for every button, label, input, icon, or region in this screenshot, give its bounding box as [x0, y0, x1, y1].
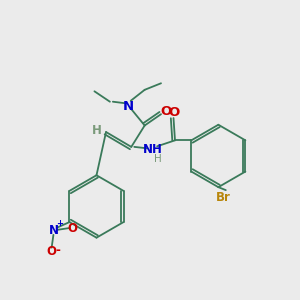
- Text: O: O: [68, 221, 77, 235]
- Text: N: N: [49, 224, 59, 237]
- Text: O: O: [161, 105, 172, 118]
- Text: N: N: [123, 100, 134, 113]
- Text: O: O: [168, 106, 179, 119]
- Text: +: +: [56, 219, 64, 228]
- Text: O: O: [46, 245, 57, 258]
- Text: NH: NH: [143, 143, 163, 156]
- Text: -: -: [56, 244, 61, 257]
- Text: H: H: [92, 124, 101, 137]
- Text: H: H: [154, 154, 162, 164]
- Text: Br: Br: [215, 191, 230, 204]
